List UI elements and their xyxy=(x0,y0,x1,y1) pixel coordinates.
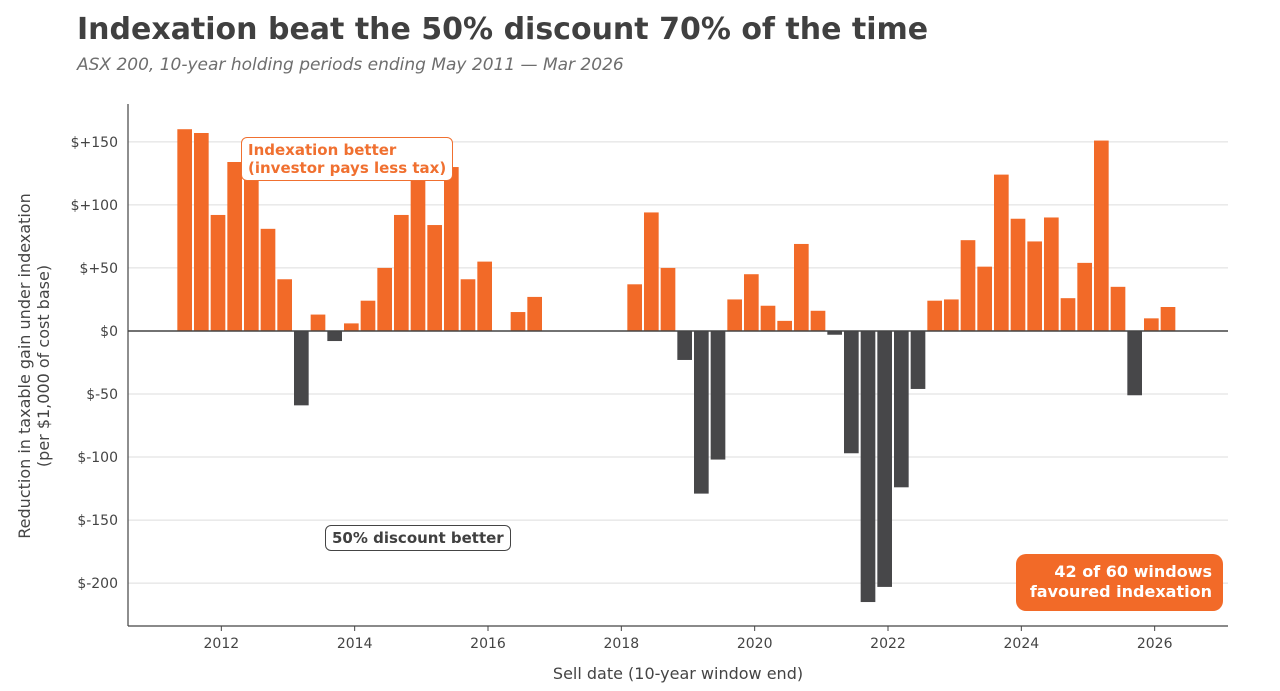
bar-positive xyxy=(1060,298,1076,331)
bar-positive xyxy=(277,279,292,331)
x-tick-labels: 2012 2014 2016 2018 2020 2022 2024 2026 xyxy=(204,636,1173,652)
bar-positive xyxy=(977,266,992,331)
x-tick-label: 2012 xyxy=(204,636,240,652)
axes xyxy=(127,104,1228,631)
bar-positive xyxy=(660,267,676,331)
bar-positive xyxy=(994,174,1009,331)
bar-positive xyxy=(760,305,776,331)
bar-positive xyxy=(444,167,459,331)
y-tick-label: $-50 xyxy=(86,387,118,403)
bar-positive xyxy=(1144,318,1159,331)
indexation-better-annotation: Indexation better (investor pays less ta… xyxy=(241,137,454,181)
x-tick-label: 2014 xyxy=(337,636,373,652)
y-tick-label: $+50 xyxy=(80,261,118,277)
x-tick-label: 2026 xyxy=(1137,636,1173,652)
y-tick-label: $+100 xyxy=(71,198,118,214)
bars xyxy=(177,129,1176,603)
x-tick-label: 2022 xyxy=(870,636,906,652)
y-tick-label: $0 xyxy=(100,324,118,340)
y-axis-label: Reduction in taxable gain under indexati… xyxy=(15,193,53,538)
bar-positive xyxy=(427,225,442,331)
bar-negative xyxy=(827,330,842,335)
bar-negative xyxy=(710,330,726,460)
bar-positive xyxy=(944,299,959,331)
bar-negative xyxy=(694,330,709,494)
bar-positive xyxy=(227,162,242,331)
bar-positive xyxy=(344,323,359,331)
x-tick-label: 2024 xyxy=(1004,636,1040,652)
x-tick-label: 2016 xyxy=(470,636,506,652)
summary-badge: 42 of 60 windows favoured indexation xyxy=(1016,554,1223,611)
bar-positive xyxy=(527,296,542,331)
bar-negative xyxy=(860,330,876,603)
bar-positive xyxy=(727,299,742,331)
x-tick-label: 2018 xyxy=(604,636,640,652)
grid-lines xyxy=(128,141,1228,584)
bar-negative xyxy=(294,330,309,406)
bar-positive xyxy=(377,267,392,331)
y-tick-label: $+150 xyxy=(71,135,118,151)
bar-positive xyxy=(1110,286,1126,331)
bar-negative xyxy=(894,330,909,488)
y-axis-label-line: Reduction in taxable gain under indexati… xyxy=(15,193,34,538)
bar-positive xyxy=(260,228,276,331)
bar-positive xyxy=(1077,262,1092,331)
y-tick-labels: $+150 $+100 $+50 $0 $-50 $-100 $-150 $-200 xyxy=(71,135,118,592)
bar-negative xyxy=(677,330,692,360)
bar-positive xyxy=(360,300,376,331)
bar-positive xyxy=(194,133,209,331)
bar-positive xyxy=(960,240,976,331)
y-tick-label: $-100 xyxy=(77,450,118,466)
x-tick-label: 2020 xyxy=(737,636,773,652)
bar-positive xyxy=(810,310,826,331)
bar-positive xyxy=(777,320,792,331)
bar-positive xyxy=(177,129,192,331)
bar-positive xyxy=(477,261,492,331)
bar-positive xyxy=(210,214,226,331)
bar-positive xyxy=(744,274,759,331)
bar-negative xyxy=(910,330,926,389)
bar-positive xyxy=(1094,140,1109,331)
bar-positive xyxy=(794,243,809,331)
y-tick-label: $-200 xyxy=(77,576,118,592)
bar-positive xyxy=(1027,241,1042,331)
bar-negative xyxy=(327,330,342,342)
chart-title: Indexation beat the 50% discount 70% of … xyxy=(77,12,929,47)
y-tick-label: $-150 xyxy=(77,513,118,529)
bar-positive xyxy=(627,284,642,331)
bar-positive xyxy=(927,300,942,331)
chart-subtitle: ASX 200, 10-year holding periods ending … xyxy=(77,55,624,75)
bar-negative xyxy=(844,330,859,454)
bar-positive xyxy=(460,279,476,331)
x-axis-label: Sell date (10-year window end) xyxy=(553,664,803,683)
bar-negative xyxy=(1127,330,1142,396)
bar-positive xyxy=(644,212,659,331)
bar-positive xyxy=(394,214,409,331)
bar-positive xyxy=(510,312,526,331)
bar-positive xyxy=(310,314,326,331)
bar-positive xyxy=(1010,218,1026,331)
y-axis-label-line: (per $1,000 of cost base) xyxy=(34,265,53,467)
bar-negative xyxy=(877,330,892,587)
discount-better-annotation: 50% discount better xyxy=(325,525,511,551)
bar-positive xyxy=(410,173,426,331)
bar-positive xyxy=(244,173,259,331)
bar-positive xyxy=(1044,217,1059,331)
bar-positive xyxy=(1160,307,1176,331)
